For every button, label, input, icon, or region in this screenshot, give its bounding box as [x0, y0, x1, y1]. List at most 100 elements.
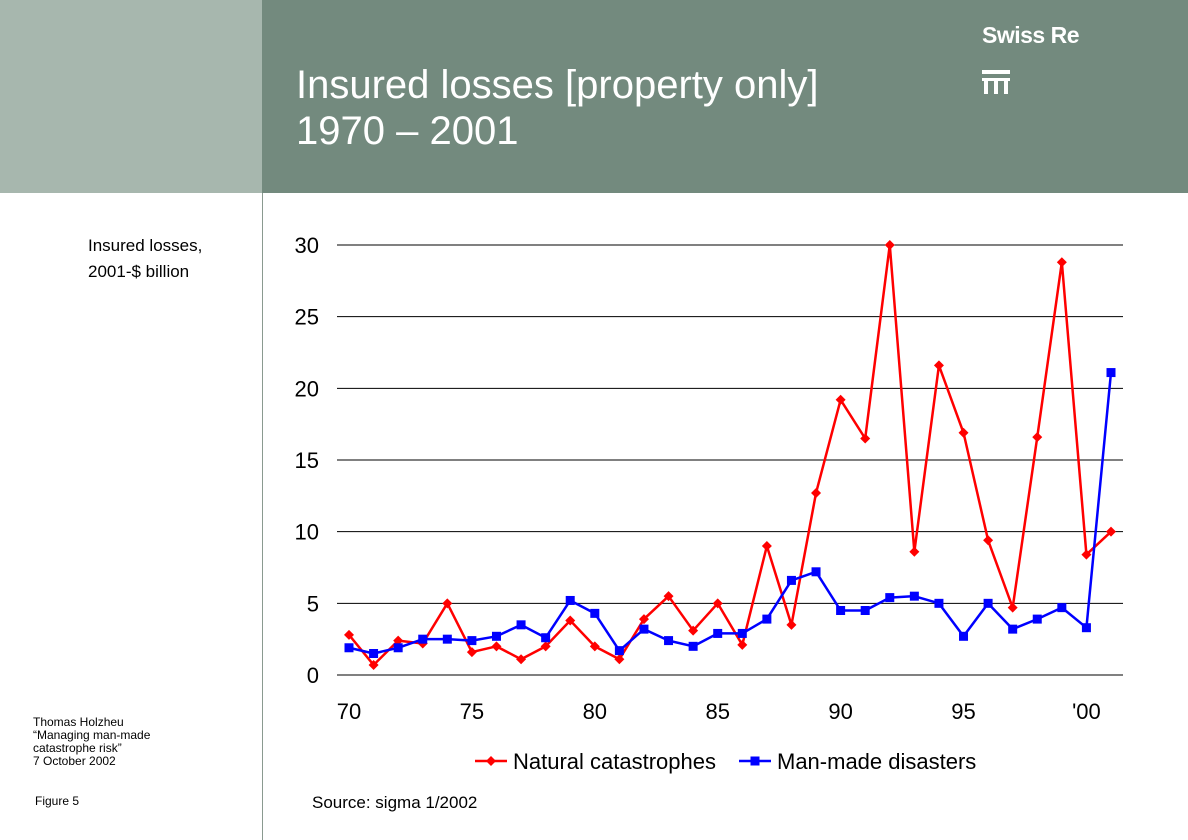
natural-catastrophes-point-1998 [1032, 432, 1043, 443]
natural-catastrophes-point-1971 [368, 659, 379, 670]
man-made-disasters-point-1987 [762, 614, 772, 624]
natural-catastrophes-point-1972 [393, 635, 404, 646]
man-made-disasters-point-1991 [860, 606, 870, 615]
man-made-disasters-point-1985 [713, 628, 723, 638]
presentation-title-2: catastrophe risk” [33, 741, 122, 755]
legend-label-natural-catastrophes: Natural catastrophes [513, 749, 716, 774]
man-made-disasters-point-1977 [516, 620, 526, 630]
natural-catastrophes-point-1987 [761, 541, 772, 551]
natural-catastrophes-point-1986 [737, 639, 748, 650]
man-made-disasters-point-1980 [590, 608, 600, 618]
natural-catastrophes-point-1981 [614, 654, 625, 665]
natural-catastrophes-point-1970 [344, 629, 354, 640]
legend-marker-man-made-disasters [750, 756, 760, 766]
man-made-disasters-point-1997 [1008, 624, 1018, 634]
author-info: Thomas Holzheu “Managing man-made catast… [33, 716, 150, 768]
brand-name: Swiss Re [982, 22, 1080, 48]
vertical-divider [262, 193, 263, 840]
natural-catastrophes-point-1982 [638, 614, 649, 625]
title-line-2: 1970 – 2001 [296, 109, 519, 153]
man-made-disasters-point-1974 [442, 634, 452, 644]
y-tick-label-15: 15 [295, 448, 319, 473]
man-made-disasters-point-1988 [786, 575, 796, 585]
y-axis-label-line-2: 2001-$ billion [88, 262, 190, 281]
man-made-disasters-point-1975 [467, 636, 477, 646]
x-tick-label-1990: 90 [828, 699, 852, 724]
y-tick-label-10: 10 [295, 520, 319, 545]
presentation-date: 7 October 2002 [33, 754, 116, 768]
title-line-1: Insured losses [property only] [296, 63, 819, 107]
natural-catastrophes-point-1975 [466, 647, 477, 658]
man-made-disasters-point-1990 [836, 606, 846, 615]
man-made-disasters-point-2000 [1081, 623, 1091, 633]
natural-catastrophes-point-1999 [1056, 257, 1067, 268]
natural-catastrophes-point-1977 [516, 654, 527, 665]
natural-catastrophes-point-1979 [565, 615, 576, 626]
y-tick-label-30: 30 [295, 233, 319, 258]
author-name: Thomas Holzheu [33, 715, 124, 729]
natural-catastrophes-point-1984 [688, 625, 699, 636]
natural-catastrophes-point-1978 [540, 641, 551, 652]
presentation-title-1: “Managing man-made [33, 728, 151, 742]
natural-catastrophes-point-1985 [712, 598, 723, 609]
natural-catastrophes-point-1993 [909, 546, 920, 557]
natural-catastrophes-point-1996 [983, 535, 994, 546]
y-tick-label-25: 25 [295, 305, 319, 330]
man-made-disasters-point-1998 [1032, 614, 1042, 624]
header-band [262, 0, 1188, 193]
natural-catastrophes-point-2001 [1106, 526, 1116, 537]
man-made-disasters-point-1976 [491, 631, 501, 641]
x-tick-label-1980: 80 [583, 699, 607, 724]
natural-catastrophes-point-1992 [884, 240, 895, 250]
natural-catastrophes-point-1994 [933, 360, 944, 371]
man-made-disasters-point-1989 [811, 567, 821, 577]
man-made-disasters-point-1973 [418, 634, 428, 644]
natural-catastrophes-point-1991 [860, 433, 871, 444]
swiss-re-logo-icon [982, 70, 1010, 94]
figure-number: Figure 5 [35, 794, 80, 808]
legend-marker-natural-catastrophes [486, 756, 496, 766]
natural-catastrophes-point-1983 [663, 591, 674, 602]
insured-losses-chart: 0 5 10 15 20 25 30 70 75 80 85 90 95 '00 Natural catas… [295, 233, 1123, 774]
man-made-disasters-point-1981 [614, 646, 624, 656]
man-made-disasters-point-1979 [565, 595, 575, 605]
man-made-disasters-point-1992 [885, 593, 895, 603]
y-tick-label-5: 5 [307, 591, 319, 616]
x-tick-label-1975: 75 [460, 699, 484, 724]
man-made-disasters-point-1999 [1057, 603, 1067, 613]
man-made-disasters-line [348, 372, 1113, 655]
y-axis-label: Insured losses, 2001-$ billion [88, 233, 202, 285]
man-made-disasters-point-1970 [344, 643, 354, 653]
man-made-disasters-point-1982 [639, 624, 649, 634]
man-made-disasters-point-1972 [393, 643, 403, 653]
x-tick-label-1995: 95 [951, 699, 975, 724]
natural-catastrophes-point-1995 [958, 427, 969, 438]
y-tick-label-0: 0 [307, 663, 319, 688]
x-tick-label-1970: 70 [337, 699, 361, 724]
man-made-disasters-point-1971 [369, 649, 379, 658]
source-note: Source: sigma 1/2002 [312, 793, 478, 812]
natural-catastrophes-point-1989 [811, 487, 822, 498]
left-header-block [0, 0, 262, 193]
natural-catastrophes-point-2000 [1081, 549, 1092, 560]
natural-catastrophes-point-1980 [589, 641, 600, 652]
natural-catastrophes-point-1974 [442, 598, 453, 609]
y-tick-label-20: 20 [295, 376, 319, 401]
man-made-disasters-point-1986 [737, 628, 747, 638]
man-made-disasters-point-1995 [959, 631, 969, 641]
man-made-disasters-point-1993 [909, 591, 919, 601]
man-made-disasters-point-1996 [983, 598, 993, 608]
man-made-disasters-point-1983 [664, 636, 674, 646]
natural-catastrophes-point-1976 [491, 641, 502, 652]
man-made-disasters-point-1978 [541, 633, 551, 643]
man-made-disasters-point-1994 [934, 598, 944, 608]
legend-label-man-made-disasters: Man-made disasters [777, 749, 976, 774]
natural-catastrophes-point-1997 [1007, 602, 1018, 613]
man-made-disasters-point-2001 [1106, 368, 1116, 378]
y-axis-label-line-1: Insured losses, [88, 236, 203, 255]
man-made-disasters-point-1984 [688, 641, 698, 651]
natural-catastrophes-point-1988 [786, 619, 797, 630]
x-tick-label-2000: '00 [1072, 699, 1101, 724]
natural-catastrophes-line [348, 243, 1112, 667]
natural-catastrophes-point-1990 [835, 394, 846, 405]
